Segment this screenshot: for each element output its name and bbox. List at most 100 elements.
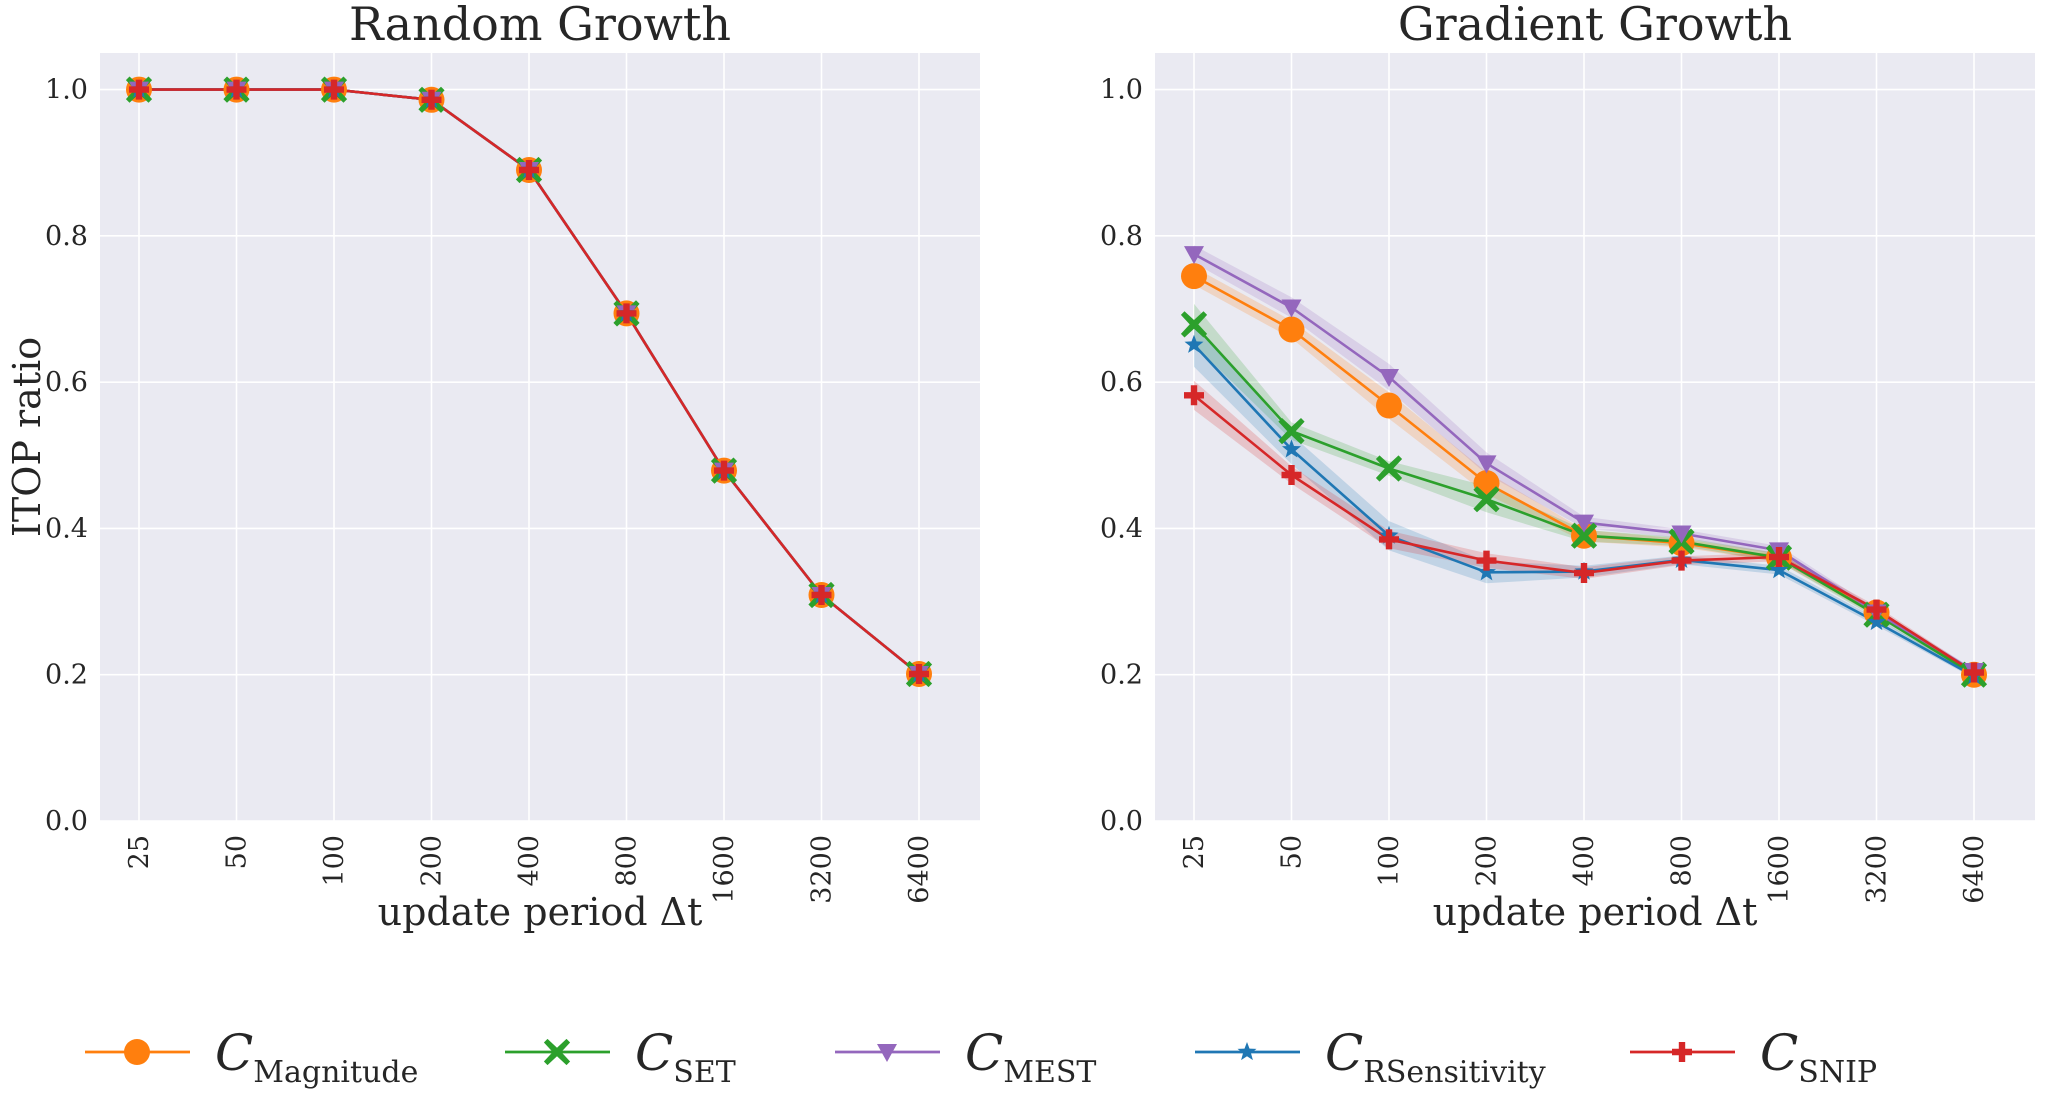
point-set-gradient-growth [1473,486,1500,513]
point-set-gradient-growth [1375,455,1403,482]
grid-random-growth [100,53,980,822]
point-snip-random-growth [519,160,539,180]
x-tick-label: 200 [417,835,448,887]
y-tick-label: 1.0 [1100,75,1143,106]
y-tick-label: 0.8 [45,221,88,252]
y-tick-label: 0.2 [45,660,88,691]
legend-marker [1237,1042,1257,1061]
point-snip-gradient-growth [1769,547,1789,567]
point-mest-gradient-growth [1379,369,1399,388]
x-tick-label: 25 [1179,835,1210,869]
y-tick-label: 1.0 [45,75,88,106]
legend-label: CSNIP [1760,1024,1877,1090]
point-mest-gradient-growth [1671,525,1692,544]
point-magnitude-gradient-growth [1278,316,1305,343]
point-snip-gradient-growth [1964,662,1984,683]
y-tick-label: 0.0 [1100,806,1143,837]
x-tick-label: 400 [514,835,545,887]
legend-entry-rsensitivity: CRSensitivity [1195,1024,1546,1090]
legend-entry-snip: CSNIP [1630,1024,1877,1090]
point-mest-gradient-growth [1476,455,1497,474]
legend-entry-magnitude: CMagnitude [85,1024,418,1090]
chart-title-random-growth: Random Growth [349,0,731,51]
legend-label: CRSensitivity [1325,1024,1546,1090]
point-rsensitivity-gradient-growth [1184,334,1204,353]
y-tick-label: 0.4 [45,513,88,544]
x-tick-label: 1600 [709,835,740,904]
legend-marker [543,1038,571,1066]
x-tick-label: 400 [1569,835,1600,887]
y-tick-label: 0.6 [1100,367,1143,398]
point-mest-gradient-growth [1574,514,1594,533]
legend-entry-set: CSET [505,1024,736,1090]
xticks-gradient-growth: 25 50 100 200 400 800 1600 3200 6400 [1179,835,1990,904]
x-tick-label: 800 [612,835,643,887]
point-snip-gradient-growth [1671,550,1692,571]
chart-random-growth: 0.0 0.2 0.4 0.6 0.8 1.0 25 50 100 200 400 800 1600 3… [5,0,980,934]
x-tick-label: 6400 [1959,835,1990,904]
x-tick-label: 3200 [807,835,838,904]
point-magnitude-gradient-growth [1181,263,1207,290]
y-tick-label: 0.0 [45,806,88,837]
x-tick-label: 100 [1374,835,1405,887]
x-tick-label: 100 [319,835,350,887]
x-tick-label: 200 [1472,835,1503,887]
legend-label: CSET [635,1024,736,1090]
point-snip-random-growth [129,79,149,100]
x-tick-label: 3200 [1862,835,1893,904]
point-rsensitivity-gradient-growth [1867,612,1886,631]
x-tick-label: 6400 [904,835,935,904]
point-snip-random-growth [811,585,832,605]
yticks-random-growth: 0.0 0.2 0.4 0.6 0.8 1.0 [45,75,88,837]
x-tick-label: 25 [124,835,155,869]
y-tick-label: 0.8 [1100,221,1143,252]
point-rsensitivity-gradient-growth [1282,439,1301,458]
markers-random-growth [125,76,933,688]
point-mest-gradient-growth [1281,299,1302,318]
point-snip-gradient-growth [1379,529,1399,550]
point-snip-gradient-growth [1476,550,1497,571]
legend-marker [124,1039,150,1065]
legend-marker [1672,1042,1692,1062]
x-axis-label-gradient-growth: update period Δt [1433,890,1758,934]
point-snip-gradient-growth [1184,385,1204,406]
legend-entry-mest: CMEST [835,1024,1096,1090]
point-snip-random-growth [909,664,929,684]
point-mest-gradient-growth [1184,246,1204,265]
markers-gradient-growth [1180,246,1988,688]
y-tick-label: 0.6 [45,367,88,398]
point-set-gradient-growth [1570,522,1598,549]
legend: CMagnitude CSET CMEST CRSensitivity CSNIP [85,1024,1877,1090]
x-tick-label: 50 [1277,835,1308,869]
chart-gradient-growth: 0.0 0.2 0.4 0.6 0.8 1.0 25 50 100 200 400 800 1600 3… [1100,0,2035,934]
point-snip-gradient-growth [1281,465,1302,485]
point-snip-random-growth [421,89,442,110]
y-tick-label: 0.4 [1100,513,1143,544]
yticks-gradient-growth: 0.0 0.2 0.4 0.6 0.8 1.0 [1100,75,1143,837]
point-magnitude-gradient-growth [1376,392,1402,419]
point-set-gradient-growth [1278,418,1305,445]
xticks-random-growth: 25 50 100 200 400 800 1600 3200 6400 [124,835,935,904]
x-tick-label: 1600 [1764,835,1795,904]
y-axis-label: ITOP ratio [5,337,49,537]
x-tick-label: 50 [222,835,253,869]
point-rsensitivity-gradient-growth [1769,560,1789,579]
band-mest-gradient-growth [1194,245,1974,674]
point-snip-random-growth [616,303,637,324]
point-rsensitivity-gradient-growth [1477,562,1496,581]
legend-marker [877,1044,897,1062]
x-axis-label-random-growth: update period Δt [378,890,703,934]
point-snip-gradient-growth [1866,599,1887,620]
x-tick-label: 800 [1667,835,1698,887]
plot-area-gradient-growth [1155,53,2035,821]
point-snip-random-growth [714,460,734,481]
point-set-gradient-growth [1180,311,1208,338]
point-snip-random-growth [324,79,344,100]
chart-title-gradient-growth: Gradient Growth [1398,0,1792,51]
y-tick-label: 0.2 [1100,660,1143,691]
point-snip-gradient-growth [1574,563,1594,583]
legend-label: CMagnitude [215,1024,418,1090]
legend-label: CMEST [965,1024,1096,1090]
point-snip-random-growth [226,79,247,100]
